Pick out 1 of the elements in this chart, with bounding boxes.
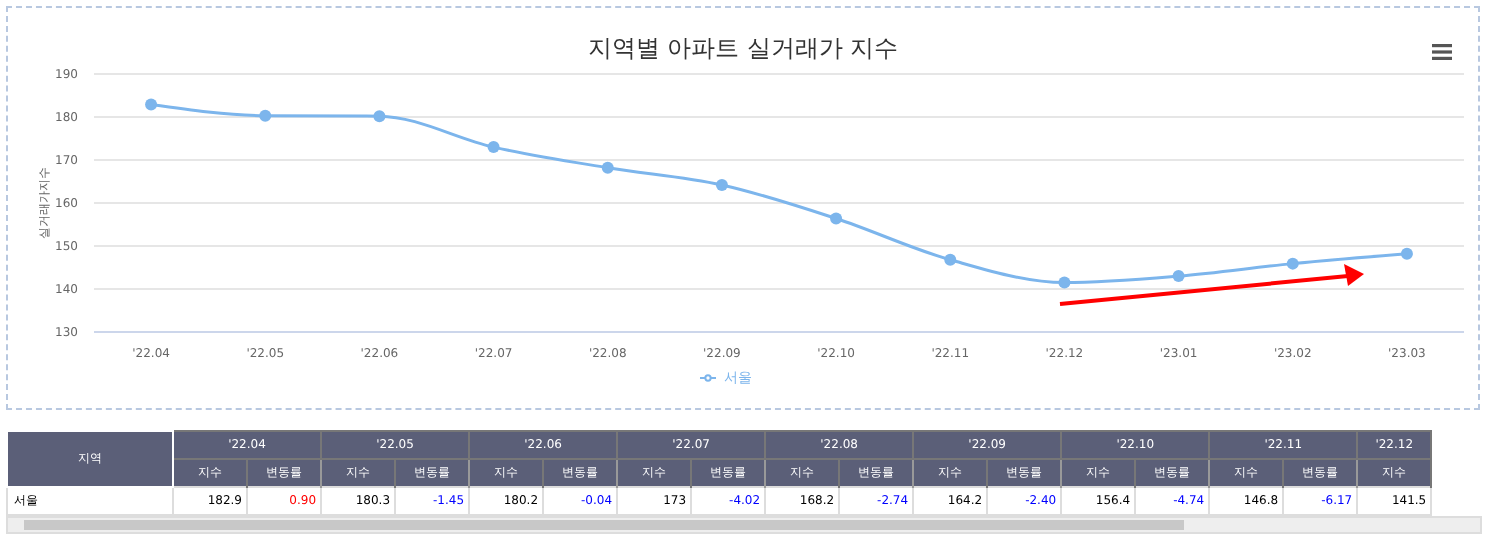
chart-title: 지역별 아파트 실거래가 지수	[585, 32, 901, 66]
